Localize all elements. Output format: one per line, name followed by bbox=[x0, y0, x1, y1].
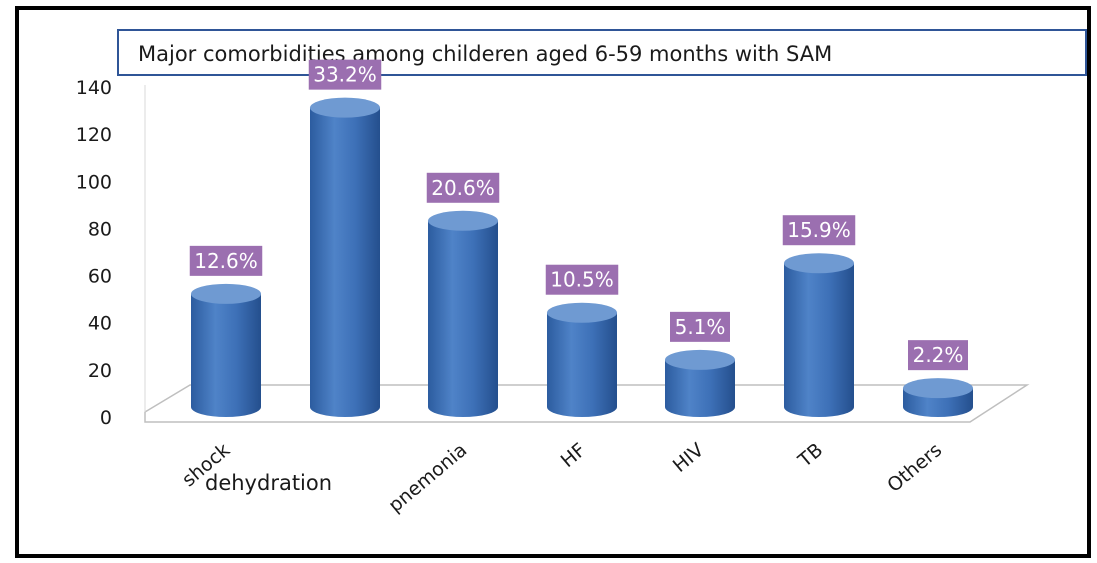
data-label-box bbox=[426, 172, 500, 203]
bar-HIV: 5.1% bbox=[665, 311, 735, 417]
chart-title: Major comorbidities among childeren aged… bbox=[138, 42, 832, 66]
data-label-box bbox=[545, 264, 619, 295]
bar-top bbox=[547, 302, 617, 323]
data-label: 12.6% bbox=[194, 249, 258, 273]
y-axis-ticks: 0 20 40 60 80 100 120 140 bbox=[76, 77, 112, 429]
bar-body bbox=[191, 293, 261, 417]
x-tick-label: dehydration bbox=[205, 471, 332, 495]
bar-top bbox=[665, 349, 735, 370]
data-label: 5.1% bbox=[675, 315, 726, 339]
data-label-box bbox=[189, 245, 263, 276]
data-label: 2.2% bbox=[913, 343, 964, 367]
bar-pnemonia: 20.6% bbox=[426, 172, 500, 417]
bar-top bbox=[191, 283, 261, 304]
bar-top bbox=[428, 210, 498, 231]
bar-top bbox=[310, 97, 380, 118]
bar-Others: 2.2% bbox=[903, 340, 973, 417]
bar-body bbox=[547, 312, 617, 417]
y-tick-label: 100 bbox=[76, 171, 112, 193]
bar-top bbox=[903, 378, 973, 399]
bars-group: 12.6% 33.2% 20.6% 10.5% 5.1% 15.9% 2.2% bbox=[189, 59, 973, 418]
data-label-box bbox=[782, 215, 856, 246]
bar-HF: 10.5% bbox=[545, 264, 619, 417]
y-tick-label: 40 bbox=[88, 313, 112, 335]
data-label-box bbox=[670, 311, 730, 342]
data-label: 20.6% bbox=[431, 176, 495, 200]
data-label: 10.5% bbox=[550, 268, 614, 292]
title-box bbox=[117, 29, 1087, 76]
y-tick-label: 120 bbox=[76, 124, 112, 146]
bar-top bbox=[784, 253, 854, 274]
bar-body bbox=[428, 220, 498, 417]
data-label-box bbox=[908, 340, 968, 371]
bar-body bbox=[310, 107, 380, 418]
y-tick-label: 20 bbox=[88, 360, 112, 382]
bar-TB: 15.9% bbox=[782, 215, 856, 417]
bar-body bbox=[665, 359, 735, 417]
bar-dehydration: 33.2% bbox=[308, 59, 382, 418]
bar-shock: 12.6% bbox=[189, 245, 263, 417]
y-tick-label: 0 bbox=[100, 407, 112, 429]
data-label: 33.2% bbox=[313, 63, 377, 87]
data-label-box bbox=[308, 59, 382, 90]
bar-body bbox=[784, 263, 854, 417]
data-label: 15.9% bbox=[787, 218, 851, 242]
y-tick-label: 80 bbox=[88, 218, 112, 240]
y-tick-label: 60 bbox=[88, 266, 112, 288]
y-tick-label: 140 bbox=[76, 77, 112, 99]
